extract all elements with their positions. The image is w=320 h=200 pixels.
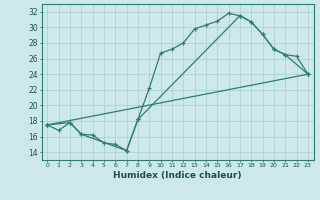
X-axis label: Humidex (Indice chaleur): Humidex (Indice chaleur): [113, 171, 242, 180]
